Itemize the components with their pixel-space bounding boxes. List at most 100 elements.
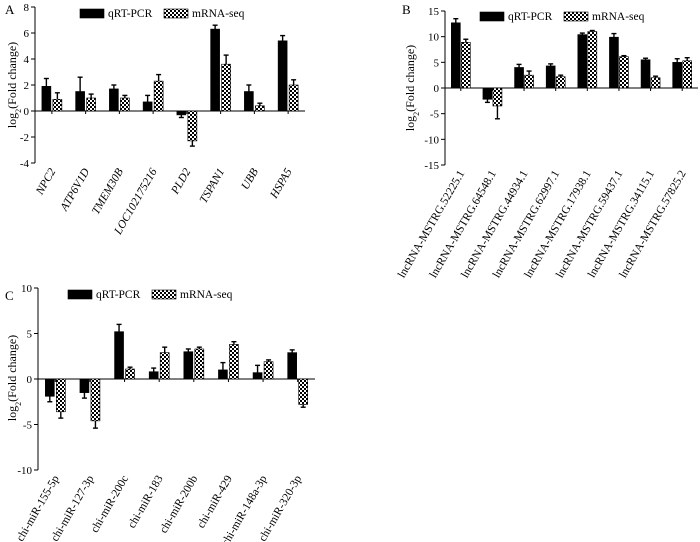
bar-qrt-pcr (545, 65, 556, 89)
category-label: chi-miR-183 (126, 473, 166, 530)
bar-qrt-pcr (244, 91, 254, 112)
category-label: chi-miR-200c (89, 474, 131, 535)
bar-mrna-seq (288, 84, 299, 112)
bar-mrna-seq (255, 105, 265, 112)
legend-label-mrna-seq: mRNA-seq (180, 289, 233, 301)
bar-mrna-seq (153, 80, 164, 112)
panel-label-a: A (5, 2, 15, 17)
legend-label-qrt-pcr: qRT-PCR (108, 8, 153, 20)
y-axis-label-b: log2(Fold change) (403, 45, 421, 131)
bar-qrt-pcr (609, 36, 619, 89)
y-tick-label: 6 (24, 28, 30, 40)
y-tick-label: -2 (20, 132, 29, 144)
bar-mrna-seq (650, 77, 661, 89)
y-tick-label: 8 (24, 2, 30, 14)
legend-swatch-mrna-seq (163, 8, 189, 19)
bar-mrna-seq (86, 97, 96, 112)
bar-mrna-seq (194, 348, 205, 380)
y-tick-label: -15 (424, 160, 439, 172)
legend-label-mrna-seq: mRNA-seq (592, 11, 645, 23)
legend-swatch-qrt-pcr (479, 11, 505, 22)
y-tick-label: 5 (27, 329, 33, 341)
bar-mrna-seq (125, 368, 135, 380)
bar-mrna-seq (263, 361, 274, 380)
bar-qrt-pcr (252, 372, 263, 380)
category-label: TSPAN1 (198, 167, 227, 206)
y-tick-label: 10 (21, 283, 33, 295)
bar-qrt-pcr (183, 351, 194, 380)
bar-qrt-pcr (482, 87, 493, 100)
y-axis-label-a: log2(Fold change) (5, 42, 23, 128)
category-label: chi-miR-200b (158, 473, 201, 535)
panel-label-b: B (402, 2, 411, 17)
y-tick-label: -5 (23, 420, 33, 432)
category-label: chi-miR-429 (195, 473, 235, 530)
bar-mrna-seq (187, 110, 198, 142)
bar-mrna-seq (90, 378, 101, 422)
legend-swatch-mrna-seq (563, 11, 589, 22)
category-label: HSPA5 (268, 166, 295, 201)
bar-mrna-seq (682, 60, 692, 89)
bar-mrna-seq (56, 378, 66, 413)
legend-swatch-qrt-pcr (67, 289, 93, 300)
category-label: TMEM30B (90, 167, 126, 217)
y-tick-label: 4 (24, 54, 30, 66)
bar-mrna-seq (221, 63, 231, 112)
category-label: NPC2 (34, 166, 59, 197)
bar-qrt-pcr (451, 22, 461, 89)
chart-panel-b: -15-10-5051015lncRNA-MSTRG.52225.1lncRNA… (396, 6, 698, 280)
category-label: ATP6V1D (58, 166, 93, 214)
y-tick-label: 0 (27, 374, 33, 386)
bar-qrt-pcr (672, 62, 682, 89)
y-tick-label: 5 (434, 57, 440, 69)
bar-mrna-seq (229, 344, 239, 380)
bar-mrna-seq (461, 42, 471, 89)
y-tick-label: -5 (430, 109, 440, 121)
bar-mrna-seq (555, 76, 566, 89)
bar-qrt-pcr (148, 371, 159, 380)
category-label: UBB (239, 167, 261, 192)
bar-qrt-pcr (640, 59, 651, 89)
bar-qrt-pcr (577, 34, 588, 89)
y-tick-label: -10 (17, 465, 32, 477)
chart-panel-c: -10-50510chi-miR-155-5pchi-miR-127-3pchi… (14, 283, 315, 542)
panel-label-c: C (5, 288, 14, 303)
bar-qrt-pcr (287, 352, 297, 380)
legend-swatch-qrt-pcr (79, 8, 105, 19)
legend-swatch-mrna-seq (151, 289, 177, 300)
bar-mrna-seq (524, 74, 534, 89)
bar-qrt-pcr (41, 86, 52, 112)
bar-qrt-pcr (218, 369, 228, 380)
bar-qrt-pcr (514, 67, 524, 89)
bar-mrna-seq (492, 87, 503, 107)
y-tick-label: -10 (424, 134, 439, 146)
bar-qrt-pcr (277, 40, 288, 112)
bar-qrt-pcr (210, 28, 220, 112)
y-tick-label: 0 (24, 106, 30, 118)
bar-qrt-pcr (142, 101, 153, 112)
bar-qrt-pcr (79, 378, 90, 393)
y-tick-label: 0 (434, 83, 440, 95)
bar-qrt-pcr (109, 88, 119, 112)
bar-mrna-seq (52, 99, 63, 112)
y-axis-label-c: log2(Fold change) (5, 335, 23, 421)
bar-mrna-seq (298, 378, 308, 405)
y-tick-label: 2 (24, 80, 30, 92)
y-tick-label: -4 (20, 158, 30, 170)
bar-qrt-pcr (176, 110, 187, 116)
bar-mrna-seq (120, 97, 130, 112)
bar-qrt-pcr (45, 378, 55, 397)
legend-label-qrt-pcr: qRT-PCR (96, 289, 141, 301)
bar-mrna-seq (619, 56, 629, 89)
bar-qrt-pcr (114, 331, 124, 380)
bar-qrt-pcr (75, 91, 85, 112)
bar-mrna-seq (587, 31, 598, 89)
legend-label-qrt-pcr: qRT-PCR (508, 11, 553, 23)
legend-label-mrna-seq: mRNA-seq (192, 8, 245, 20)
category-label: PLD2 (169, 166, 194, 197)
y-tick-label: 10 (428, 32, 440, 44)
bar-mrna-seq (159, 352, 170, 380)
y-tick-label: 15 (428, 6, 440, 18)
